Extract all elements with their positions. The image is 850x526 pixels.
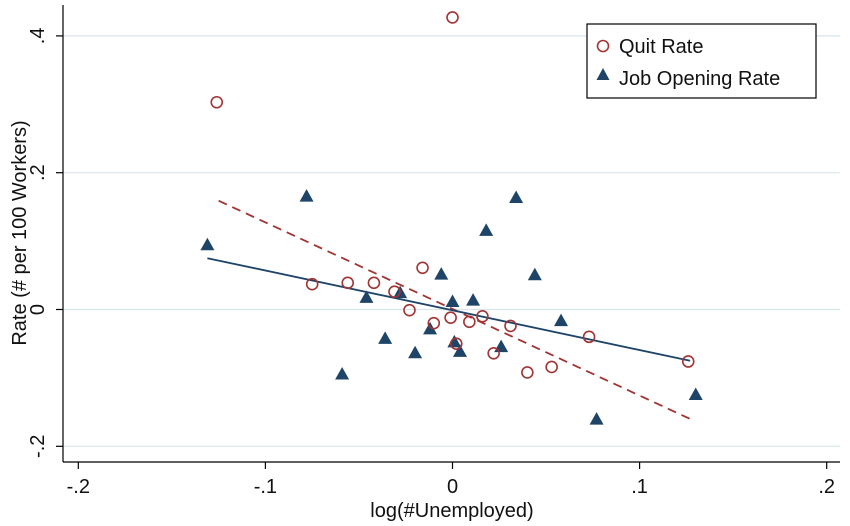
quit-rate-point: [367, 276, 381, 290]
job-opening-point: [408, 345, 423, 359]
job-opening-point: [445, 294, 460, 307]
quit-rate-point: [545, 360, 558, 374]
quit-rate-point: [449, 337, 463, 351]
job-opening-point: [466, 293, 481, 306]
legend-job-marker: [596, 68, 610, 80]
quit-rate-point: [210, 95, 224, 109]
job-opening-point: [200, 237, 215, 251]
quit-rate-point: [487, 346, 500, 360]
job-opening-point: [359, 290, 374, 303]
job-opening-point: [527, 267, 542, 281]
job-opening-point: [447, 334, 462, 348]
job-opening-point: [494, 339, 509, 353]
job-opening-point: [688, 387, 703, 400]
quit-rate-point: [504, 319, 517, 333]
y-tick-label: 0: [27, 304, 49, 315]
legend-job-label: Job Opening Rate: [619, 68, 780, 90]
x-tick-label: .1: [631, 476, 648, 498]
legend-box: [586, 23, 817, 99]
job-opening-point: [378, 331, 393, 344]
job-opening-point: [554, 313, 569, 327]
job-opening-point: [589, 412, 604, 425]
legend: Quit Rate Job Opening Rate: [586, 23, 817, 99]
x-tick-label: .2: [818, 476, 835, 498]
quit-rate-point: [403, 303, 416, 317]
quit-rate-point: [416, 261, 429, 275]
quit-rate-point: [427, 316, 441, 330]
data-points: [200, 11, 703, 425]
job-opening-point: [509, 190, 524, 204]
quit-rate-point: [476, 310, 489, 323]
y-axis-title: Rate (# per 100 Workers): [9, 120, 31, 345]
x-tick-label: 0: [447, 476, 458, 498]
quit-rate-point: [341, 276, 355, 290]
quit-rate-point: [463, 315, 476, 329]
legend-quit-label: Quit Rate: [619, 36, 703, 58]
y-tick-label: .4: [27, 28, 49, 45]
job-opening-point: [335, 366, 350, 380]
y-tick-label: -.2: [27, 435, 49, 458]
job-opening-point: [479, 223, 494, 236]
x-axis-title: log(#Unemployed): [370, 500, 533, 522]
legend-quit-marker: [596, 39, 610, 53]
job-opening-rate-fit-line: [207, 257, 691, 362]
job-opening-point: [299, 189, 314, 202]
quit-rate-point: [582, 330, 596, 344]
x-tick-label: -.1: [254, 476, 277, 498]
quit-rate-point: [444, 311, 457, 325]
y-tick-label: .2: [27, 164, 49, 181]
quit-rate-point: [521, 366, 534, 379]
quit-rate-point: [681, 355, 695, 368]
quit-rate-point: [305, 277, 319, 291]
x-tick-label: -.2: [67, 476, 90, 498]
axes: -.2 -.1 0 .1 .2 -.2 0 .2 .4: [27, 5, 840, 498]
job-opening-point: [434, 267, 449, 280]
quit-rate-point: [446, 11, 459, 24]
fit-lines: [207, 199, 691, 420]
job-opening-point: [452, 344, 467, 357]
quit-rate-point: [388, 285, 401, 299]
